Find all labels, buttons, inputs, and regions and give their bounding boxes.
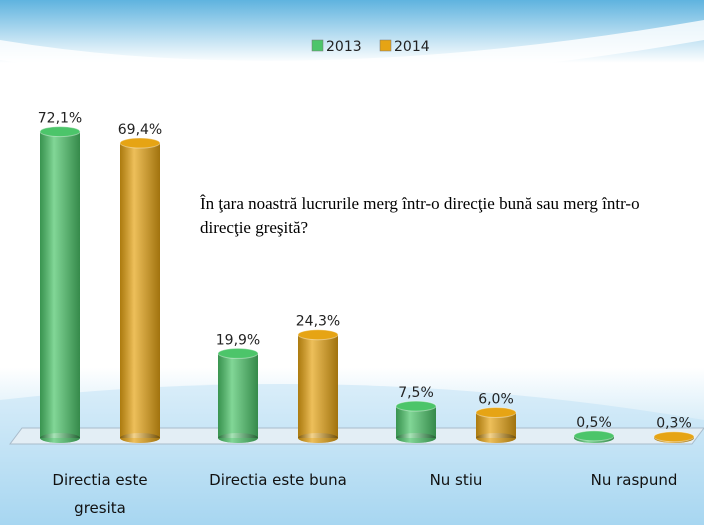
bar-shade (298, 334, 338, 438)
data-label: 6,0% (478, 392, 514, 408)
bar-top (653, 431, 695, 443)
x-tick-label: Nu raspund (590, 471, 678, 489)
bar-top (297, 329, 339, 341)
bar-shade (120, 143, 160, 439)
swoosh (0, 384, 704, 525)
legend: 2013 2014 (311, 39, 430, 55)
bar-bottom-shade (476, 433, 516, 443)
bar-bottom-shade (120, 433, 160, 443)
bar-top (475, 407, 517, 418)
legend-label: 2013 (326, 39, 362, 55)
data-label: 19,9% (216, 332, 260, 348)
x-tick-label: Nu stiu (429, 471, 483, 489)
bar-top (573, 430, 615, 442)
data-label: 0,5% (576, 415, 612, 431)
bar-shade (396, 406, 436, 438)
bar-top (217, 347, 259, 359)
bar-top (119, 137, 161, 149)
annotation: În ţara noastră lucrurile merg într-o di… (200, 194, 640, 237)
data-label: 7,5% (398, 385, 434, 401)
bar-top (395, 400, 437, 412)
bar-bottom-shade (218, 433, 258, 443)
bar-bottom-shade (298, 433, 338, 443)
bar-bottom-shade (40, 433, 80, 443)
bar-top (39, 126, 81, 138)
legend-label: 2014 (394, 39, 430, 55)
data-label: 69,4% (118, 122, 162, 138)
legend-swatch (379, 39, 392, 52)
x-tick-label: Directia este gresita (52, 471, 148, 517)
bar-bottom-shade (396, 433, 436, 443)
legend-swatch (311, 39, 324, 52)
x-tick-label: Directia este buna (209, 471, 347, 489)
bar-shade (40, 131, 80, 438)
data-label: 72,1% (38, 111, 82, 127)
swoosh (0, 20, 704, 81)
data-label: 0,3% (656, 416, 692, 432)
bar-shade (218, 353, 258, 438)
data-label: 24,3% (296, 314, 340, 330)
